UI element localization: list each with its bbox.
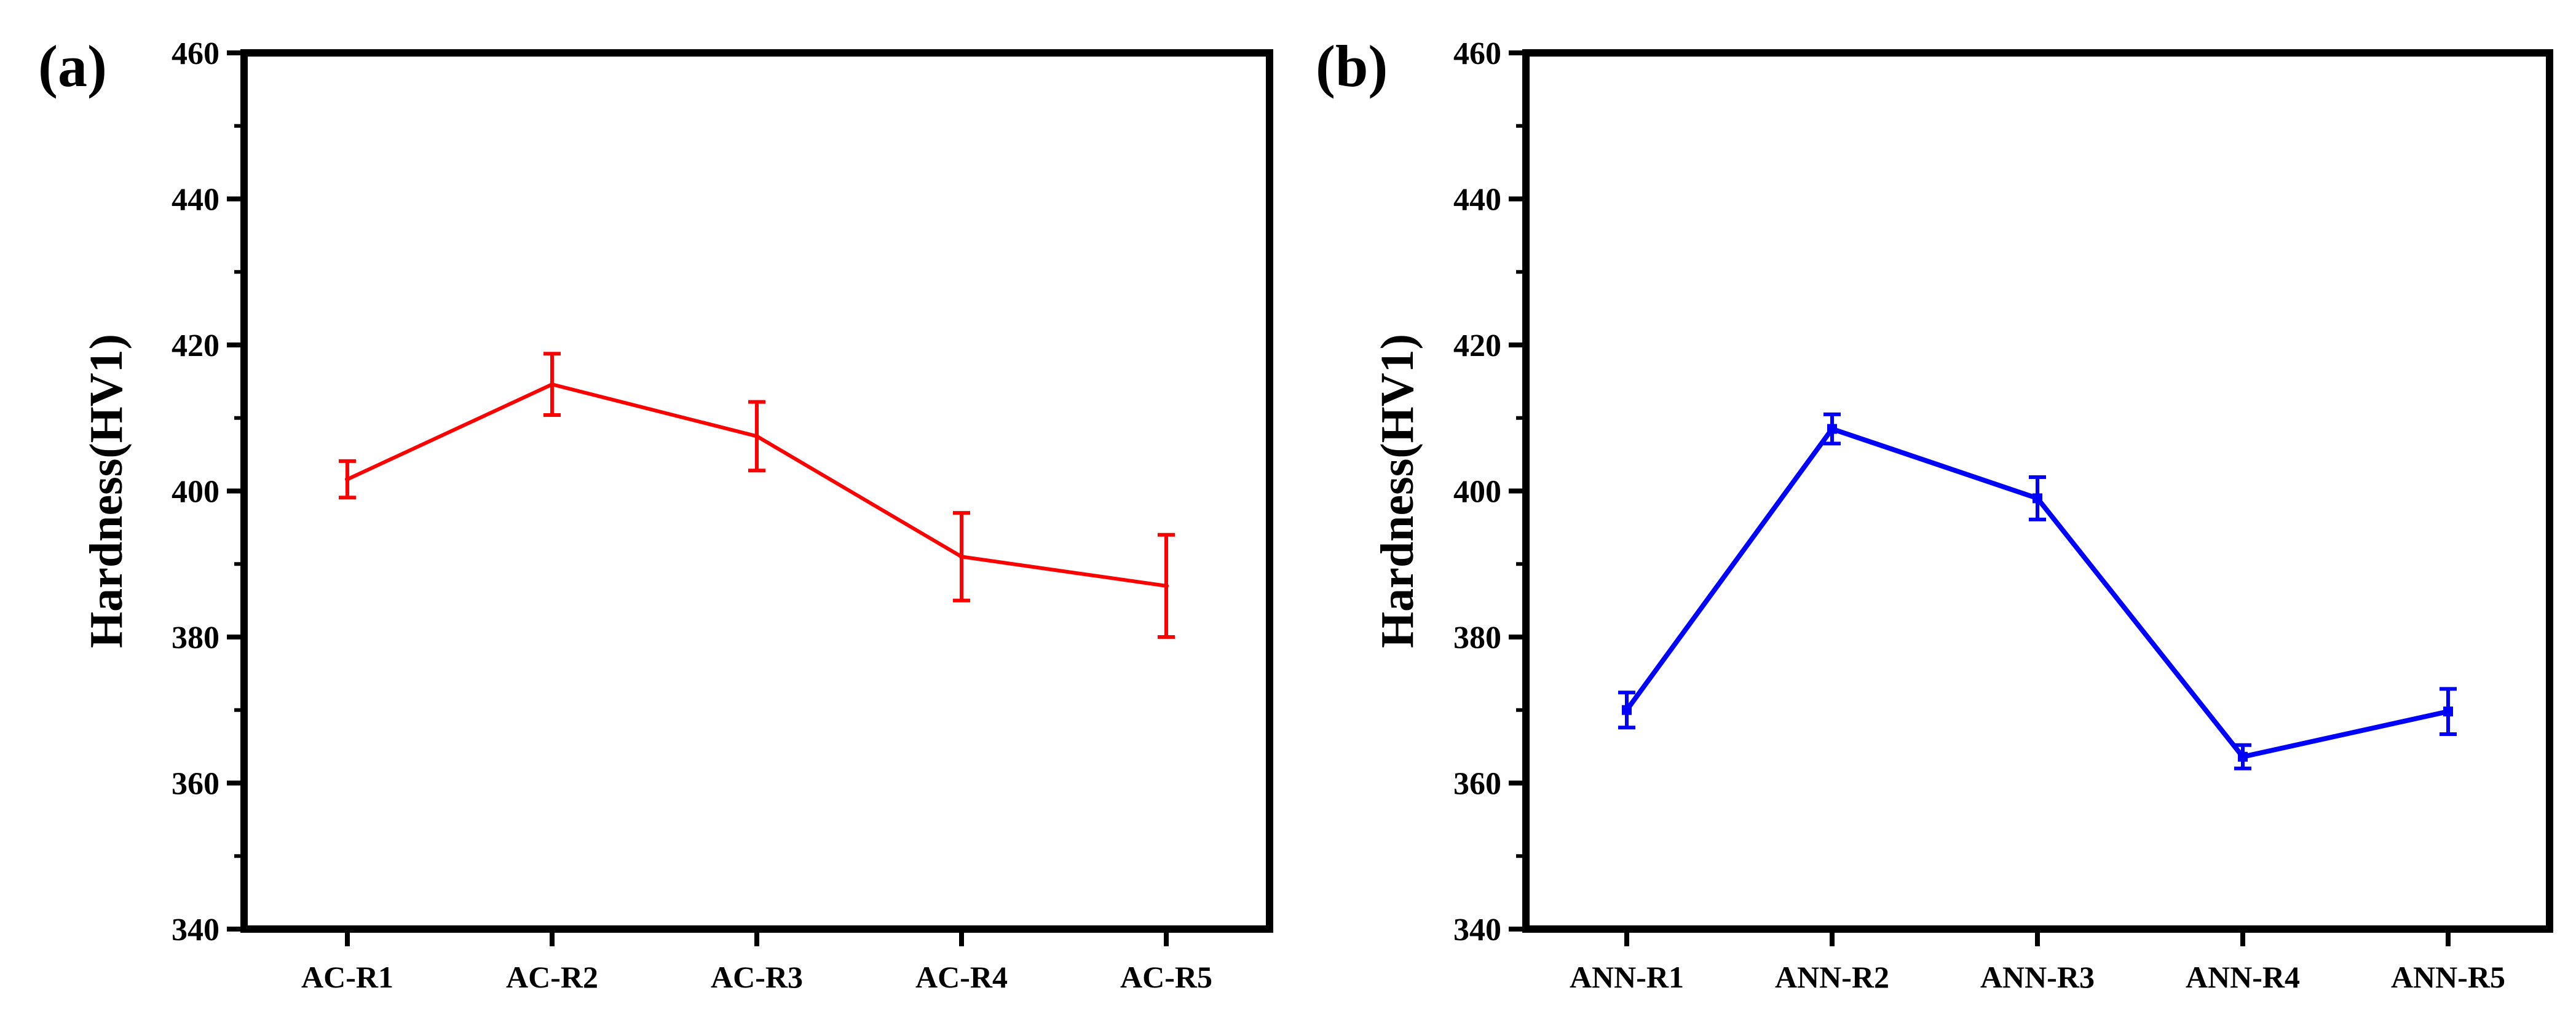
data-point xyxy=(1827,424,1837,434)
y-tick-label: 400 xyxy=(172,475,219,510)
y-axis-title: Hardness(HV1) xyxy=(81,334,132,648)
data-point xyxy=(345,477,350,482)
y-tick-label: 460 xyxy=(172,36,219,71)
panel-label: (a) xyxy=(38,33,107,99)
x-tick-label: ANN-R2 xyxy=(1775,960,1889,994)
y-tick-label: 440 xyxy=(1453,183,1501,218)
y-tick-label: 420 xyxy=(1453,328,1501,363)
y-tick-label: 460 xyxy=(1453,36,1501,71)
panel-label: (b) xyxy=(1316,33,1388,99)
y-tick-label: 440 xyxy=(172,183,219,218)
y-tick-label: 340 xyxy=(172,912,219,948)
data-point xyxy=(754,433,759,439)
x-tick-label: AC-R4 xyxy=(915,960,1008,994)
y-tick-label: 380 xyxy=(172,620,219,655)
x-tick-label: AC-R5 xyxy=(1120,960,1212,994)
y-tick-label: 380 xyxy=(1453,620,1501,655)
data-point xyxy=(550,382,555,387)
data-point xyxy=(1164,583,1169,588)
y-tick-label: 360 xyxy=(1453,767,1501,802)
x-tick-label: AC-R1 xyxy=(301,960,393,994)
x-tick-label: ANN-R3 xyxy=(1980,960,2095,994)
y-tick-label: 400 xyxy=(1453,475,1501,510)
x-tick-label: AC-R3 xyxy=(711,960,803,994)
data-point xyxy=(2443,706,2453,717)
y-tick-label: 340 xyxy=(1453,912,1501,948)
x-tick-label: ANN-R4 xyxy=(2186,960,2300,994)
panel-b: 340 360 380 400 420 440 460 ANN-R1 ANN-R2 ANN-R3 A… xyxy=(1316,33,2553,994)
data-point xyxy=(959,554,964,560)
y-tick-label: 360 xyxy=(172,767,219,802)
data-point xyxy=(2238,751,2248,762)
x-tick-label: ANN-R5 xyxy=(2391,960,2505,994)
x-tick-label: AC-R2 xyxy=(506,960,598,994)
plot-frame xyxy=(240,49,1273,933)
x-tick-label: ANN-R1 xyxy=(1570,960,1684,994)
data-point xyxy=(2033,493,2042,504)
data-point xyxy=(1622,705,1632,715)
panel-a: 340 360 380 400 420 440 460 AC-R1 AC-R2 AC-R3 AC-R… xyxy=(38,33,1273,994)
y-tick-label: 420 xyxy=(172,328,219,363)
y-axis-title: Hardness(HV1) xyxy=(1372,334,1423,648)
